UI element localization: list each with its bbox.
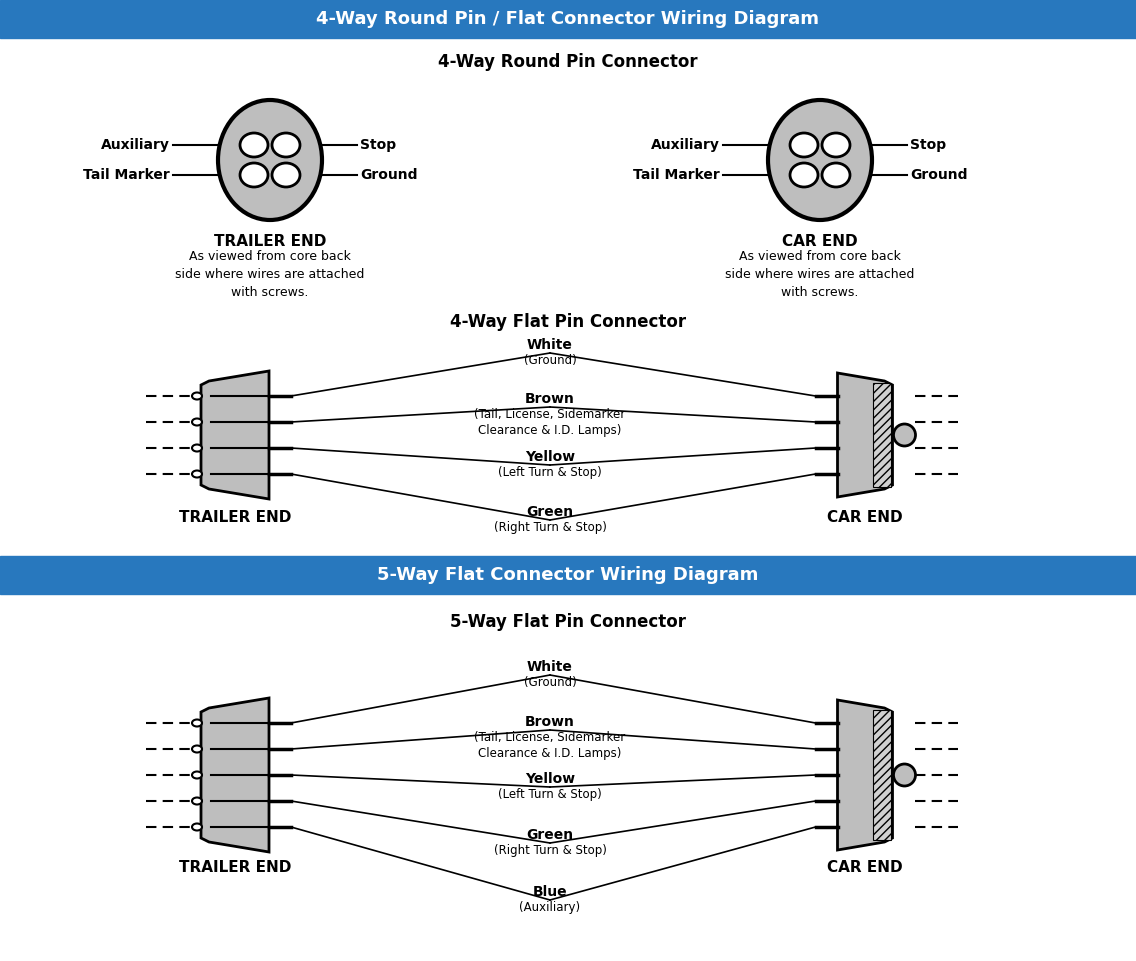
Text: (Right Turn & Stop): (Right Turn & Stop): [493, 521, 607, 534]
Text: CAR END: CAR END: [827, 510, 903, 525]
Ellipse shape: [192, 720, 202, 727]
Text: Green: Green: [526, 505, 574, 519]
Text: (Ground): (Ground): [524, 676, 576, 689]
Text: Stop: Stop: [360, 138, 396, 152]
Text: CAR END: CAR END: [783, 234, 858, 249]
Text: TRAILER END: TRAILER END: [178, 510, 291, 525]
Bar: [0, 0, 1136, 38]
Ellipse shape: [192, 824, 202, 830]
Ellipse shape: [240, 133, 268, 157]
Ellipse shape: [192, 798, 202, 804]
Ellipse shape: [192, 471, 202, 478]
Text: Ground: Ground: [910, 168, 968, 182]
Bar: [872, 710, 891, 840]
Text: Blue: Blue: [533, 885, 567, 899]
Ellipse shape: [894, 764, 916, 786]
Bar: [0, 556, 1136, 594]
Text: TRAILER END: TRAILER END: [214, 234, 326, 249]
Text: Brown: Brown: [525, 715, 575, 729]
Ellipse shape: [822, 163, 850, 187]
Text: Green: Green: [526, 828, 574, 842]
Text: Tail Marker: Tail Marker: [633, 168, 720, 182]
Text: Auxiliary: Auxiliary: [651, 138, 720, 152]
Text: Stop: Stop: [910, 138, 946, 152]
Text: (Ground): (Ground): [524, 354, 576, 367]
Text: White: White: [527, 660, 573, 674]
Text: (Tail, License, Sidemarker
Clearance & I.D. Lamps): (Tail, License, Sidemarker Clearance & I…: [475, 408, 626, 437]
Ellipse shape: [192, 418, 202, 426]
Bar: [872, 383, 891, 487]
Text: TRAILER END: TRAILER END: [178, 860, 291, 875]
Text: Tail Marker: Tail Marker: [83, 168, 170, 182]
Text: 4-Way Round Pin / Flat Connector Wiring Diagram: 4-Way Round Pin / Flat Connector Wiring …: [317, 10, 819, 28]
Ellipse shape: [192, 746, 202, 752]
Polygon shape: [201, 371, 269, 499]
Text: 4-Way Round Pin Connector: 4-Way Round Pin Connector: [438, 53, 698, 71]
Polygon shape: [837, 373, 893, 497]
Ellipse shape: [192, 445, 202, 452]
Ellipse shape: [272, 133, 300, 157]
Text: As viewed from core back
side where wires are attached
with screws.: As viewed from core back side where wire…: [725, 250, 914, 299]
Text: (Tail, License, Sidemarker
Clearance & I.D. Lamps): (Tail, License, Sidemarker Clearance & I…: [475, 731, 626, 760]
Text: 5-Way Flat Pin Connector: 5-Way Flat Pin Connector: [450, 613, 686, 631]
Text: (Right Turn & Stop): (Right Turn & Stop): [493, 844, 607, 857]
Text: As viewed from core back
side where wires are attached
with screws.: As viewed from core back side where wire…: [175, 250, 365, 299]
Text: Yellow: Yellow: [525, 772, 575, 786]
Ellipse shape: [272, 163, 300, 187]
Text: 4-Way Flat Pin Connector: 4-Way Flat Pin Connector: [450, 313, 686, 331]
Ellipse shape: [822, 133, 850, 157]
Text: (Left Turn & Stop): (Left Turn & Stop): [498, 788, 602, 801]
Ellipse shape: [790, 133, 818, 157]
Text: (Auxiliary): (Auxiliary): [519, 901, 580, 914]
Text: White: White: [527, 338, 573, 352]
Polygon shape: [837, 700, 893, 850]
Text: Auxiliary: Auxiliary: [101, 138, 170, 152]
Text: CAR END: CAR END: [827, 860, 903, 875]
Ellipse shape: [192, 392, 202, 400]
Ellipse shape: [240, 163, 268, 187]
Text: Yellow: Yellow: [525, 450, 575, 464]
Ellipse shape: [790, 163, 818, 187]
Ellipse shape: [218, 100, 321, 220]
Text: Brown: Brown: [525, 392, 575, 406]
Text: 5-Way Flat Connector Wiring Diagram: 5-Way Flat Connector Wiring Diagram: [377, 566, 759, 584]
Text: (Left Turn & Stop): (Left Turn & Stop): [498, 466, 602, 479]
Polygon shape: [201, 698, 269, 852]
Text: Ground: Ground: [360, 168, 418, 182]
Ellipse shape: [894, 424, 916, 446]
Ellipse shape: [768, 100, 872, 220]
Ellipse shape: [192, 772, 202, 778]
